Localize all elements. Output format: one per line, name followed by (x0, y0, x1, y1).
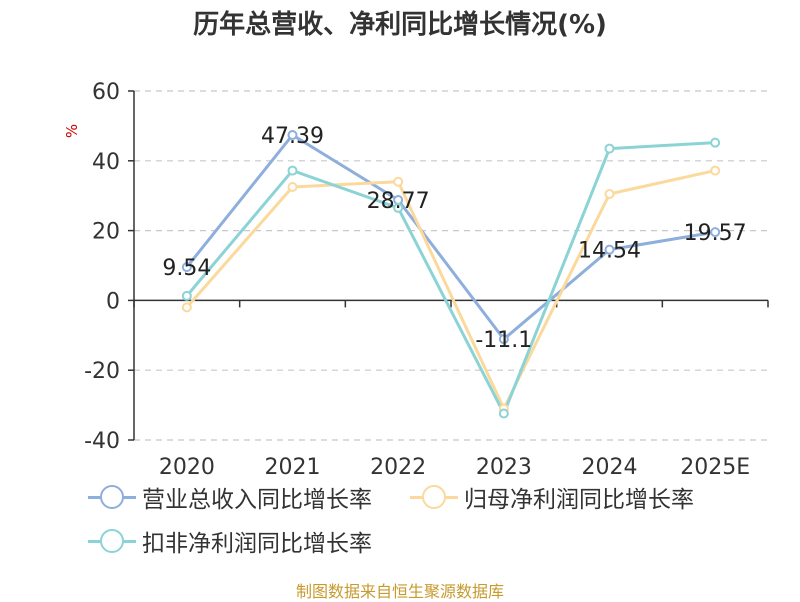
legend-item-net-profit[interactable]: 归母净利润同比增长率 (410, 480, 694, 514)
data-point[interactable] (287, 130, 298, 141)
data-point[interactable] (287, 165, 298, 176)
legend-marker-net-profit (410, 484, 458, 510)
legend-item-deducted-net-profit[interactable]: 扣非净利润同比增长率 (88, 524, 372, 558)
legend-label-revenue: 营业总收入同比增长率 (142, 487, 372, 513)
y-tick-label: 20 (92, 220, 120, 245)
series-line (185, 141, 716, 415)
y-axis-unit-label: % (63, 124, 81, 138)
data-point[interactable] (393, 176, 404, 187)
data-point[interactable] (393, 202, 404, 213)
y-tick-label: 60 (92, 80, 120, 105)
data-label: 19.57 (684, 221, 747, 246)
data-label: 14.54 (578, 239, 641, 264)
y-tick-label: 40 (92, 150, 120, 175)
legend-marker-deducted-net-profit (88, 528, 136, 554)
data-point[interactable] (710, 227, 721, 238)
data-point[interactable] (710, 137, 721, 148)
series-line (185, 133, 716, 341)
y-tick-label: 0 (106, 289, 120, 314)
data-point[interactable] (498, 408, 509, 419)
x-tick-label: 2021 (265, 455, 321, 480)
y-tick-label: -40 (84, 429, 120, 454)
data-point[interactable] (181, 290, 192, 301)
legend-item-revenue[interactable]: 营业总收入同比增长率 (88, 480, 372, 514)
chart-title: 历年总营收、净利同比增长情况(%) (193, 10, 607, 40)
series-line (185, 169, 716, 411)
x-tick-label: 2025E (680, 455, 750, 480)
data-point[interactable] (604, 143, 615, 154)
legend-label-deducted-net-profit: 扣非净利润同比增长率 (142, 531, 372, 557)
data-label: -11.1 (475, 328, 532, 353)
data-point[interactable] (710, 165, 721, 176)
data-label: 28.77 (367, 189, 430, 214)
data-point[interactable] (287, 181, 298, 192)
data-point[interactable] (498, 334, 509, 345)
data-point[interactable] (604, 244, 615, 255)
x-tick-label: 2022 (370, 455, 426, 480)
legend-marker-revenue (88, 484, 136, 510)
data-point[interactable] (604, 188, 615, 199)
data-point[interactable] (181, 302, 192, 313)
x-tick-label: 2024 (582, 455, 638, 480)
legend-label-net-profit: 归母净利润同比增长率 (464, 487, 694, 513)
data-label: 9.54 (162, 256, 211, 281)
x-tick-label: 2023 (476, 455, 532, 480)
x-tick-label: 2020 (159, 455, 215, 480)
data-point[interactable] (181, 262, 192, 273)
y-tick-label: -20 (84, 359, 120, 384)
data-source-note: 制图数据来自恒生聚源数据库 (295, 582, 504, 601)
data-label: 47.39 (261, 124, 324, 149)
